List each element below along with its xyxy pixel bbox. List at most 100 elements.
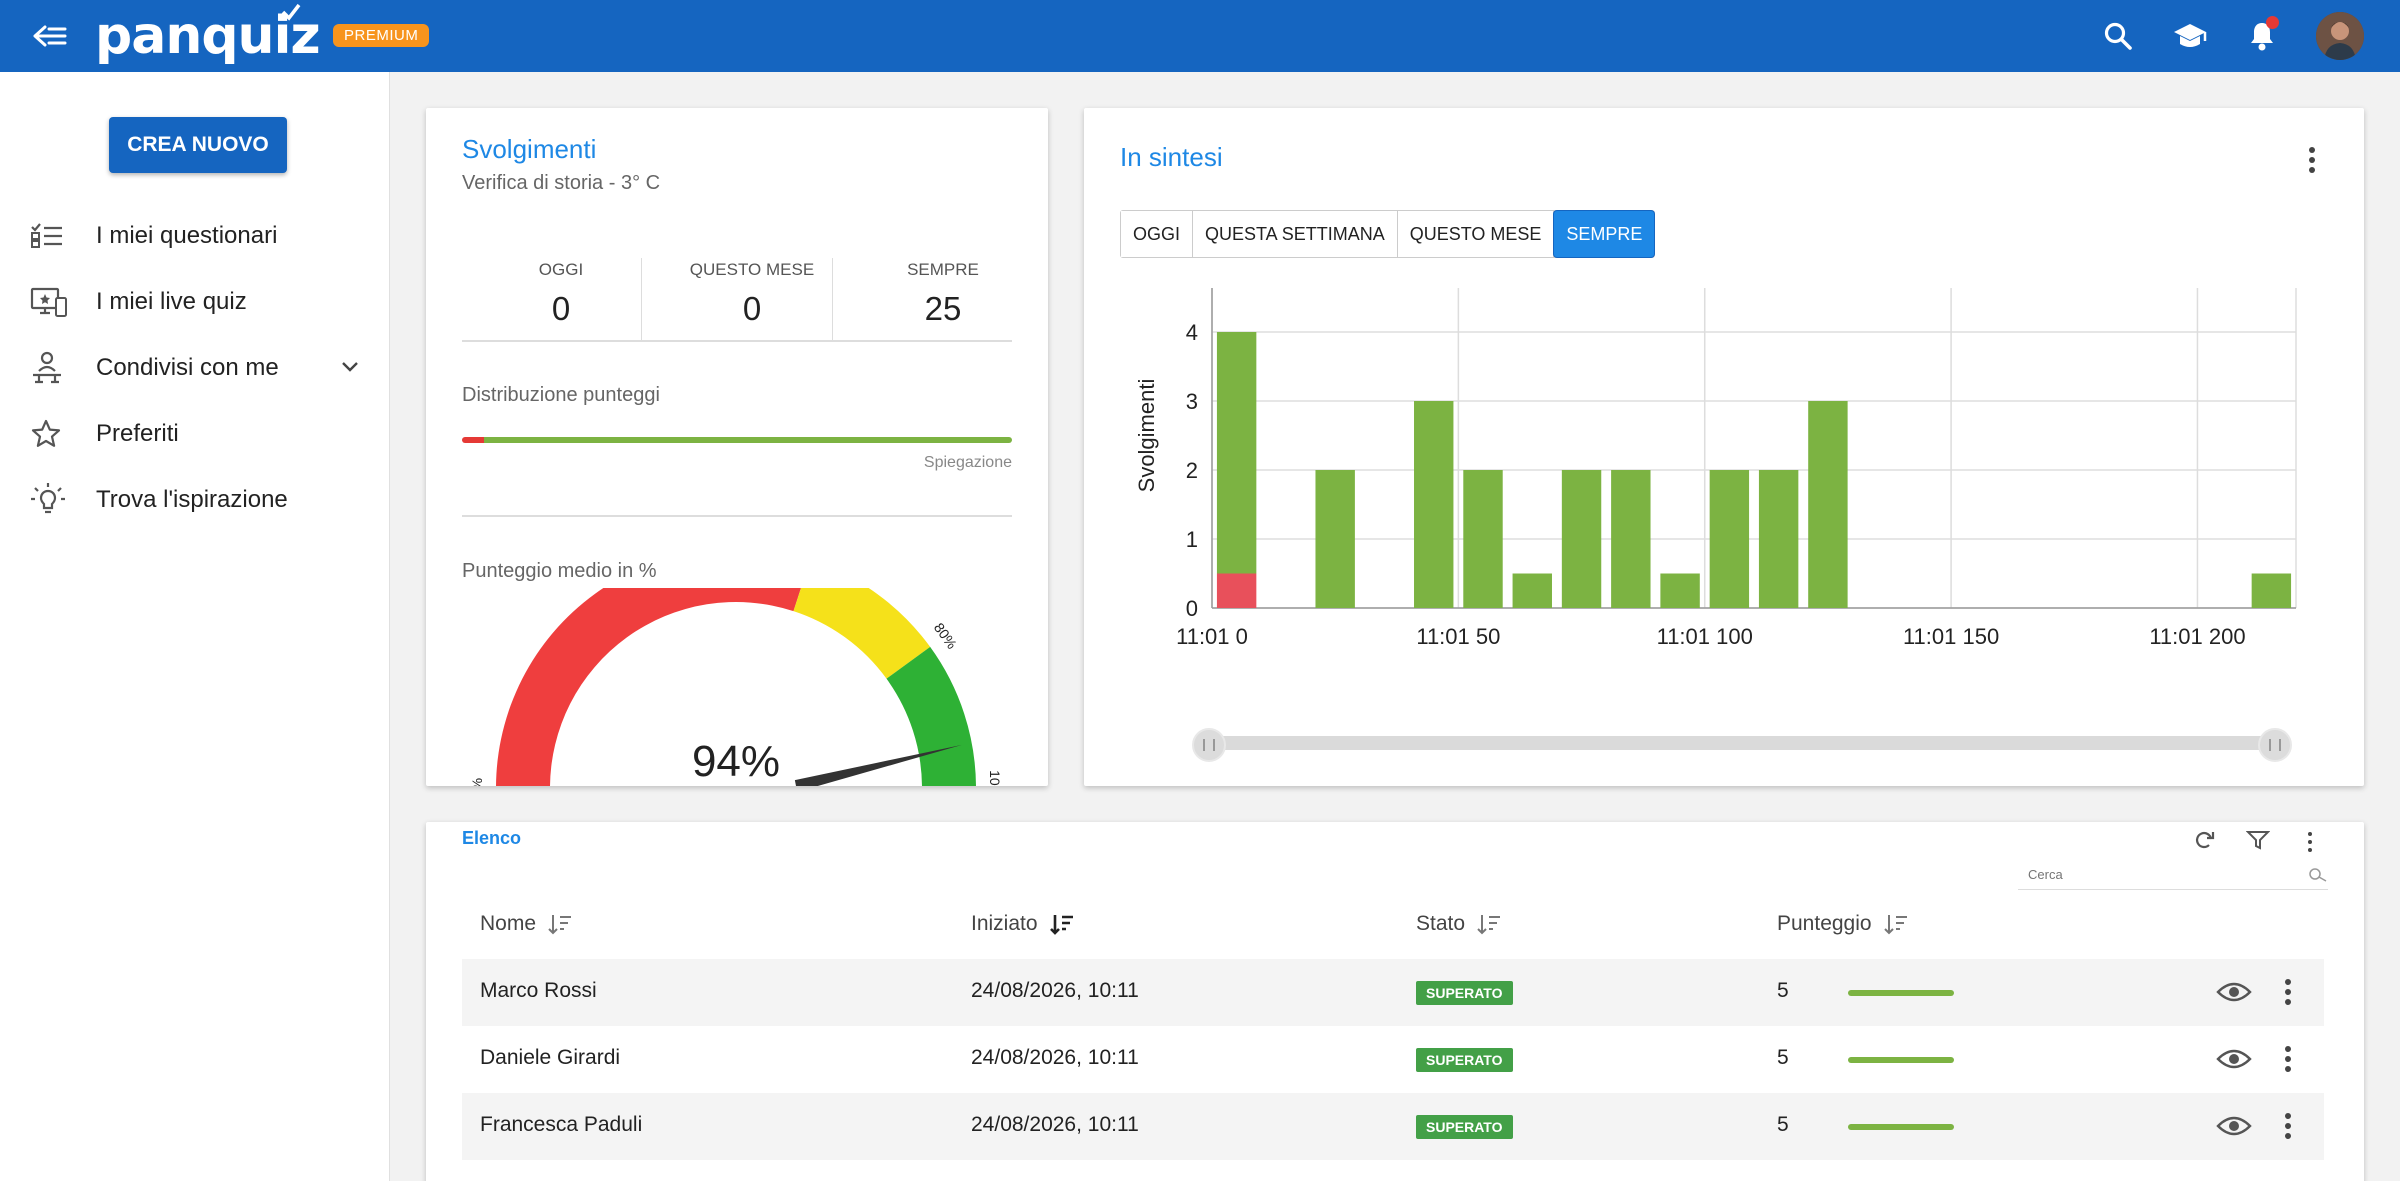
chart-bar bbox=[1414, 401, 1454, 608]
chevron-down-icon[interactable] bbox=[340, 355, 360, 379]
range-today-button[interactable]: OGGI bbox=[1121, 211, 1194, 257]
sidebar-item-label: I miei live quiz bbox=[96, 288, 247, 315]
sort-icon[interactable] bbox=[548, 913, 572, 935]
gauge-band-2 bbox=[886, 646, 976, 786]
explanation-link[interactable]: Spiegazione bbox=[923, 454, 1012, 471]
range-slider-start-handle[interactable] bbox=[1192, 728, 1226, 762]
user-avatar[interactable] bbox=[2316, 12, 2364, 60]
notifications-bell-icon[interactable] bbox=[2242, 16, 2282, 56]
svolgimenti-title: Svolgimenti bbox=[462, 134, 597, 164]
sidebar-item-label: Trova l'ispirazione bbox=[96, 486, 288, 513]
status-badge: SUPERATO bbox=[1416, 981, 1513, 1005]
notification-dot bbox=[2266, 16, 2279, 29]
chart-bar bbox=[1660, 573, 1700, 608]
status-badge: SUPERATO bbox=[1416, 1115, 1513, 1139]
row-score: 5 bbox=[1777, 1113, 1789, 1136]
score-bar bbox=[1848, 990, 1954, 996]
gauge-band-1 bbox=[793, 588, 931, 679]
gauge-needle bbox=[794, 744, 962, 786]
row-more-menu-icon[interactable] bbox=[2278, 1106, 2298, 1146]
sidebar-item-live-quizzes[interactable]: I miei live quiz bbox=[30, 277, 360, 327]
lightbulb-icon bbox=[30, 480, 76, 520]
range-slider-end-handle[interactable] bbox=[2258, 728, 2292, 762]
range-always-button[interactable]: SEMPRE bbox=[1554, 211, 1655, 257]
sidebar-item-favorites[interactable]: Preferiti bbox=[30, 409, 360, 459]
list-search-input[interactable] bbox=[2018, 867, 2306, 882]
live-screen-icon bbox=[30, 282, 76, 322]
average-score-label: Punteggio medio in % bbox=[462, 560, 657, 582]
list-card: Elenco Nome Iniziato Stato Punteggio Mar… bbox=[426, 822, 2364, 1181]
quiz-subtitle: Verifica di storia - 3° C bbox=[462, 172, 661, 194]
score-bar bbox=[1848, 1057, 1954, 1063]
top-bar: panquiz PREMIUM bbox=[0, 0, 2400, 72]
refresh-icon[interactable] bbox=[2192, 830, 2216, 855]
row-more-menu-icon[interactable] bbox=[2278, 972, 2298, 1012]
x-tick-label: 11:01 0 bbox=[1176, 624, 1248, 649]
divider bbox=[462, 340, 1012, 342]
sidebar-item-my-quizzes[interactable]: I miei questionari bbox=[30, 211, 360, 261]
x-tick-label: 11:01 50 bbox=[1416, 624, 1500, 649]
column-header-score[interactable]: Punteggio bbox=[1777, 912, 1908, 936]
gauge-tick-label: 100% bbox=[987, 770, 1003, 786]
row-score: 5 bbox=[1777, 979, 1789, 1002]
range-this-month-button[interactable]: QUESTO MESE bbox=[1397, 211, 1555, 257]
y-tick-label: 2 bbox=[1186, 458, 1198, 483]
summary-title: In sintesi bbox=[1120, 142, 1223, 172]
graduation-cap-icon[interactable] bbox=[2170, 16, 2210, 56]
stat-label: SEMPRE bbox=[907, 260, 979, 279]
back-arrow-icon[interactable] bbox=[30, 18, 70, 54]
filter-icon[interactable] bbox=[2245, 830, 2271, 855]
chart-bar bbox=[1512, 573, 1552, 608]
view-eye-icon[interactable] bbox=[2214, 974, 2254, 1010]
search-icon[interactable] bbox=[2098, 16, 2138, 56]
svolgimenti-card: Svolgimenti Verifica di storia - 3° C OG… bbox=[426, 108, 1048, 786]
view-eye-icon[interactable] bbox=[2214, 1108, 2254, 1144]
chart-bar bbox=[2251, 573, 2292, 608]
stat-this-month: QUESTO MESE 0 bbox=[657, 260, 847, 328]
premium-badge: PREMIUM bbox=[333, 24, 430, 47]
column-header-started[interactable]: Iniziato bbox=[971, 912, 1074, 936]
range-slider-track[interactable] bbox=[1200, 736, 2284, 750]
stat-always: SEMPRE 25 bbox=[848, 260, 1038, 328]
chart-bar bbox=[1216, 332, 1257, 574]
column-header-name[interactable]: Nome bbox=[480, 912, 572, 936]
sidebar-item-inspiration[interactable]: Trova l'ispirazione bbox=[30, 475, 360, 525]
summary-more-menu-icon[interactable] bbox=[2302, 140, 2322, 180]
column-header-status[interactable]: Stato bbox=[1416, 912, 1501, 936]
row-started: 24/08/2026, 10:11 bbox=[971, 1113, 1139, 1136]
sort-active-icon[interactable] bbox=[1049, 913, 1074, 935]
table-row[interactable]: Marco Rossi 24/08/2026, 10:11 SUPERATO 5 bbox=[462, 959, 2324, 1026]
sort-icon[interactable] bbox=[1883, 913, 1908, 935]
chart-bar bbox=[1709, 470, 1750, 608]
column-header-label: Iniziato bbox=[971, 912, 1038, 935]
stat-value: 25 bbox=[924, 290, 962, 327]
view-eye-icon[interactable] bbox=[2214, 1041, 2254, 1077]
distribution-failed-segment bbox=[462, 437, 484, 443]
table-row[interactable]: Francesca Paduli 24/08/2026, 10:11 SUPER… bbox=[462, 1093, 2324, 1160]
stat-label: OGGI bbox=[538, 260, 584, 279]
stat-divider bbox=[832, 258, 833, 340]
row-score: 5 bbox=[1777, 1046, 1789, 1069]
chart-bar bbox=[1216, 573, 1257, 608]
row-more-menu-icon[interactable] bbox=[2278, 1039, 2298, 1079]
list-more-menu-icon[interactable] bbox=[2300, 822, 2320, 862]
row-started: 24/08/2026, 10:11 bbox=[971, 979, 1139, 1002]
stat-value: 0 bbox=[551, 290, 571, 327]
search-icon[interactable] bbox=[2306, 867, 2328, 883]
divider bbox=[462, 515, 1012, 517]
range-this-week-button[interactable]: QUESTA SETTIMANA bbox=[1193, 211, 1398, 257]
average-score-gauge: 0%60%80%100% 94% bbox=[469, 588, 1003, 786]
x-tick-label: 11:01 100 bbox=[1657, 624, 1753, 649]
score-distribution-bar bbox=[462, 437, 1012, 443]
create-new-button[interactable]: CREA NUOVO bbox=[109, 117, 287, 173]
app-logo[interactable]: panquiz bbox=[95, 6, 321, 66]
sidebar-item-shared[interactable]: Condivisi con me bbox=[30, 343, 360, 393]
row-name: Marco Rossi bbox=[480, 979, 597, 1002]
stat-today: OGGI 0 bbox=[466, 260, 656, 328]
list-search-box bbox=[2018, 860, 2328, 890]
sort-icon[interactable] bbox=[1477, 913, 1501, 935]
logo-check-icon bbox=[281, 3, 301, 21]
distribution-passed-segment bbox=[484, 437, 1012, 443]
table-row[interactable]: Daniele Girardi 24/08/2026, 10:11 SUPERA… bbox=[462, 1026, 2324, 1093]
